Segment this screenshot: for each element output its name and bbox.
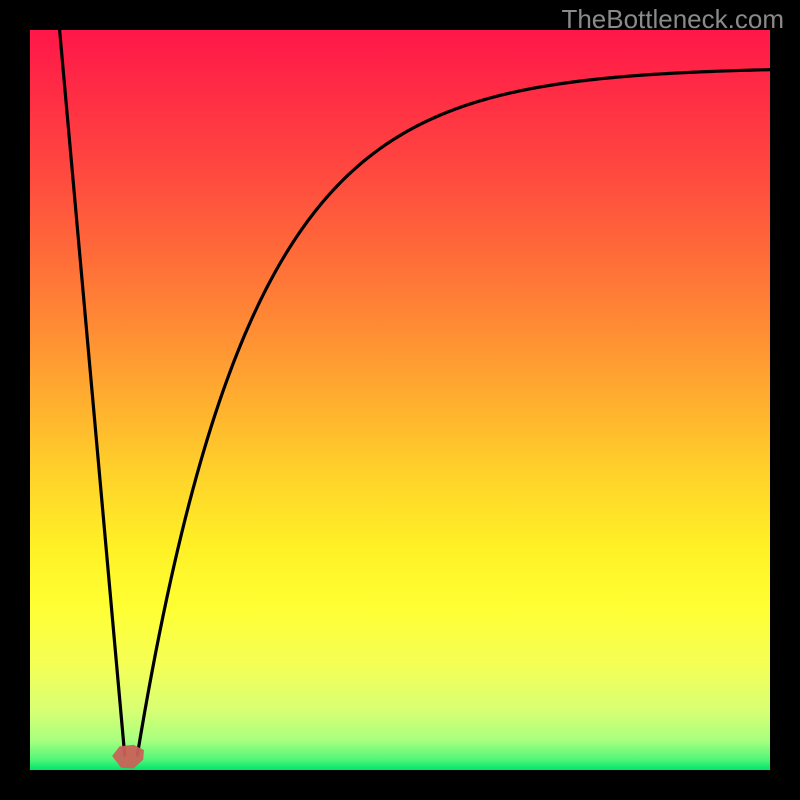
plot-background — [30, 30, 770, 770]
chart-frame: TheBottleneck.com — [0, 0, 800, 800]
plot-area — [30, 30, 770, 770]
plot-svg — [30, 30, 770, 770]
